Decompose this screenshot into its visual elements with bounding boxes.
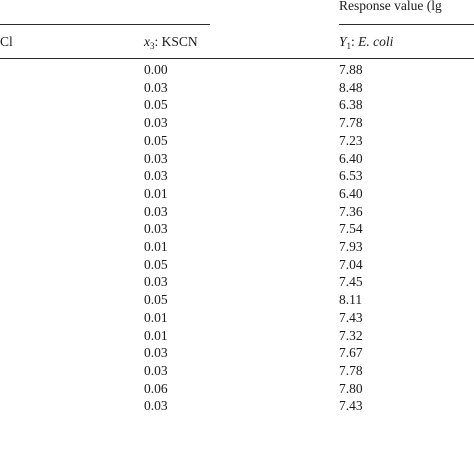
cell-y1: 7.04 (339, 256, 363, 272)
cell-x3: 0.05 (144, 256, 168, 272)
cell-y1: 7.54 (339, 221, 363, 237)
cell-x3: 0.05 (144, 132, 168, 148)
cell-x3: 0.06 (144, 380, 168, 396)
column-header-x2: Cl (0, 34, 13, 49)
cell-x3: 0.01 (144, 327, 168, 343)
y1-colon: : (351, 34, 355, 49)
cell-x3: 0.05 (144, 292, 168, 308)
x3-subscript: 3 (150, 41, 155, 51)
response-group-header: Response value (lg (339, 0, 442, 13)
x3-variable: x (144, 34, 150, 49)
cell-y1: 7.78 (339, 115, 363, 131)
column-header-x3: x3: KSCN (144, 34, 198, 51)
header-bottom-rule (0, 58, 474, 59)
cell-x3: 0.03 (144, 345, 168, 361)
cell-y1: 7.67 (339, 345, 363, 361)
cell-y1: 7.36 (339, 203, 363, 219)
cell-y1: 6.38 (339, 97, 363, 113)
y1-subscript: 1 (346, 41, 352, 51)
cell-y1: 7.32 (339, 327, 363, 343)
cell-y1: 6.40 (339, 185, 363, 201)
cell-x3: 0.03 (144, 362, 168, 378)
cell-x3: 0.05 (144, 97, 168, 113)
cell-x3: 0.01 (144, 239, 168, 254)
cell-x3: 0.03 (144, 168, 168, 184)
cell-x3: 0.03 (144, 221, 168, 237)
cell-x3: 0.03 (144, 274, 168, 290)
cell-y1: 6.40 (339, 150, 363, 166)
cell-x3: 0.03 (144, 115, 168, 131)
cell-y1: 7.93 (339, 239, 363, 254)
cell-x3: 0.03 (144, 398, 168, 414)
response-group-rule (339, 24, 474, 25)
cell-x3: 0.01 (144, 185, 168, 201)
x3-label: : KSCN (154, 34, 198, 49)
y1-variable: Y (339, 34, 347, 49)
cell-x3: 0.03 (144, 203, 168, 219)
cell-x3: 0.03 (144, 150, 168, 166)
column-header-y1: Y1: E. coli (339, 34, 394, 51)
top-rule-left (0, 24, 210, 25)
cell-y1: 7.80 (339, 380, 363, 396)
cell-y1: 8.48 (339, 79, 363, 95)
cell-x3: 0.00 (144, 62, 168, 77)
cell-y1: 7.78 (339, 362, 363, 378)
cell-y1: 8.11 (339, 292, 363, 308)
cell-y1: 7.88 (339, 62, 363, 77)
cell-y1: 7.45 (339, 274, 363, 290)
y1-species: E. coli (358, 34, 394, 49)
cell-x3: 0.03 (144, 79, 168, 95)
cell-y1: 6.53 (339, 168, 363, 184)
cell-y1: 7.43 (339, 398, 363, 414)
cell-y1: 7.43 (339, 309, 363, 325)
cell-y1: 7.23 (339, 132, 363, 148)
cell-x3: 0.01 (144, 309, 168, 325)
